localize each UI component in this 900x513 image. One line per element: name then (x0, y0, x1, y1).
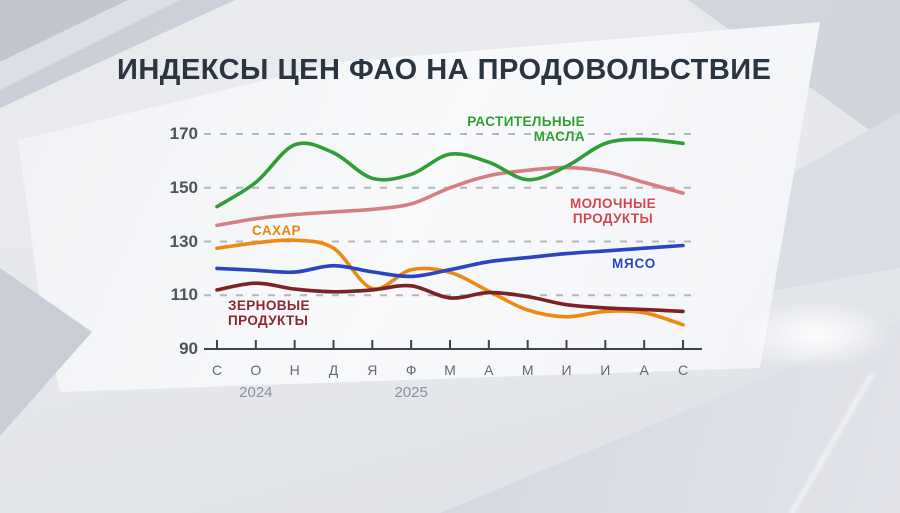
x-axis-label: М (444, 362, 456, 378)
series-label-meat: МЯСО (612, 256, 657, 271)
x-axis-year-label: 2025 (394, 384, 428, 401)
x-axis-label: А (484, 362, 494, 378)
y-axis-label: 170 (169, 124, 198, 143)
x-axis-year-label: 2024 (239, 384, 273, 401)
x-axis-label: М (521, 362, 534, 378)
page-title: ИНДЕКСЫ ЦЕН ФАО НА ПРОДОВОЛЬСТВИЕ (117, 54, 772, 86)
x-axis-label: Я (367, 362, 378, 378)
x-axis-label: И (561, 362, 572, 378)
x-axis-label: И (600, 362, 611, 378)
x-axis-label: О (250, 362, 262, 378)
x-axis-label: Н (289, 362, 300, 378)
y-axis-label: 110 (170, 285, 198, 305)
x-axis-label: Ф (405, 362, 417, 378)
x-axis-label: С (211, 362, 223, 378)
line-sugar (215, 238, 685, 327)
line-oils (215, 137, 685, 209)
line-meat (215, 243, 685, 279)
x-axis-label: А (639, 362, 649, 378)
y-axis-label: 90 (179, 339, 198, 358)
series-label-cereals: ЗЕРНОВЫЕ ПРОДУКТЫ (228, 298, 310, 328)
series-label-sugar: САХАР (252, 223, 301, 238)
x-axis-label: Д (328, 362, 339, 378)
y-axis-label: 150 (169, 177, 198, 197)
y-axis-label: 130 (169, 231, 198, 251)
line-cereals (215, 281, 685, 314)
series-label-vegetable-oils: РАСТИТЕЛЬНЫЕ МАСЛА (467, 114, 585, 144)
x-axis-label: С (677, 362, 689, 378)
series-label-dairy: МОЛОЧНЫЕ ПРОДУКТЫ (569, 196, 657, 226)
line-dairy (215, 165, 685, 228)
